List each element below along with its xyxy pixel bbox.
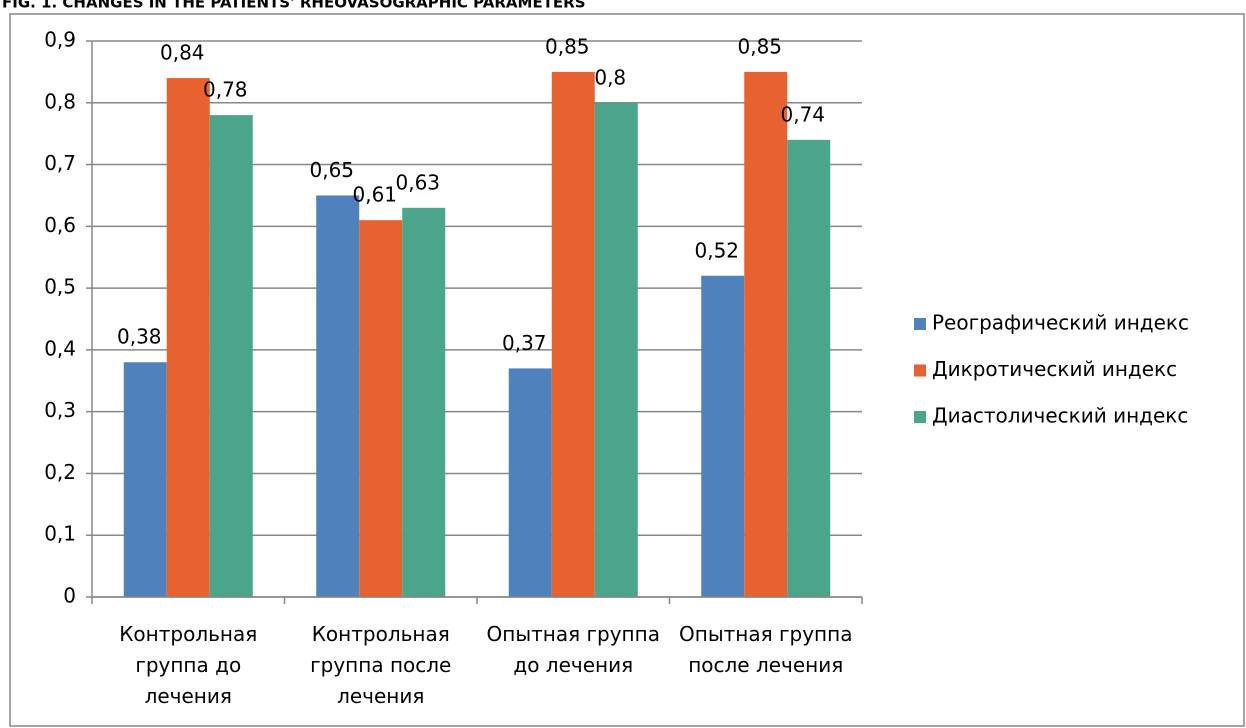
legend-label: Дикротический индекс bbox=[932, 357, 1177, 381]
legend-label: Реографический индекс bbox=[932, 311, 1189, 335]
bar bbox=[402, 207, 446, 598]
chart-title: FIG. 1. CHANGES IN THE PATIENTS' RHEOVAS… bbox=[2, 0, 586, 12]
bar bbox=[787, 139, 831, 597]
y-tick-label: 0,5 bbox=[44, 275, 76, 299]
data-label: 0,61 bbox=[352, 183, 397, 207]
x-tick-label: Опытная группа до лечения bbox=[486, 622, 660, 677]
bar bbox=[209, 115, 253, 597]
legend-swatch bbox=[914, 411, 926, 423]
legend-swatch bbox=[914, 364, 926, 377]
x-tick-label: Контрольная группа после лечения bbox=[310, 622, 452, 708]
data-label: 0,85 bbox=[737, 34, 782, 58]
bar bbox=[551, 71, 595, 597]
y-tick-label: 0,1 bbox=[44, 522, 76, 546]
data-label: 0,78 bbox=[203, 78, 248, 102]
data-label: 0,37 bbox=[502, 331, 547, 355]
y-tick-label: 0,8 bbox=[44, 89, 76, 113]
bar bbox=[166, 78, 210, 598]
legend-label: Диастолический индекс bbox=[932, 404, 1188, 428]
data-label: 0,52 bbox=[694, 238, 739, 262]
x-tick-label: Контрольная группа до лечения bbox=[119, 622, 258, 708]
chart-frame bbox=[9, 13, 1245, 727]
bar bbox=[701, 275, 745, 597]
data-label: 0,38 bbox=[117, 325, 162, 349]
bar bbox=[744, 71, 788, 597]
y-tick-label: 0,2 bbox=[44, 460, 76, 484]
bar bbox=[594, 102, 638, 598]
y-tick-label: 0,7 bbox=[44, 151, 76, 175]
y-tick-label: 0,9 bbox=[44, 28, 76, 52]
y-tick-label: 0 bbox=[63, 584, 76, 608]
y-tick-label: 0,3 bbox=[44, 398, 76, 422]
y-tick-label: 0,6 bbox=[44, 213, 76, 237]
data-label: 0,85 bbox=[545, 34, 590, 58]
bar bbox=[508, 368, 552, 597]
data-label: 0,63 bbox=[395, 170, 440, 194]
y-tick-label: 0,4 bbox=[44, 336, 76, 360]
data-label: 0,74 bbox=[780, 102, 825, 126]
data-label: 0,84 bbox=[160, 41, 205, 65]
bar bbox=[316, 195, 360, 597]
data-label: 0,65 bbox=[309, 158, 354, 182]
x-tick-label: Опытная группа после лечения bbox=[679, 622, 853, 677]
bar bbox=[123, 362, 167, 597]
legend-swatch bbox=[914, 318, 926, 330]
data-label: 0,8 bbox=[594, 65, 626, 89]
bar bbox=[359, 220, 403, 597]
